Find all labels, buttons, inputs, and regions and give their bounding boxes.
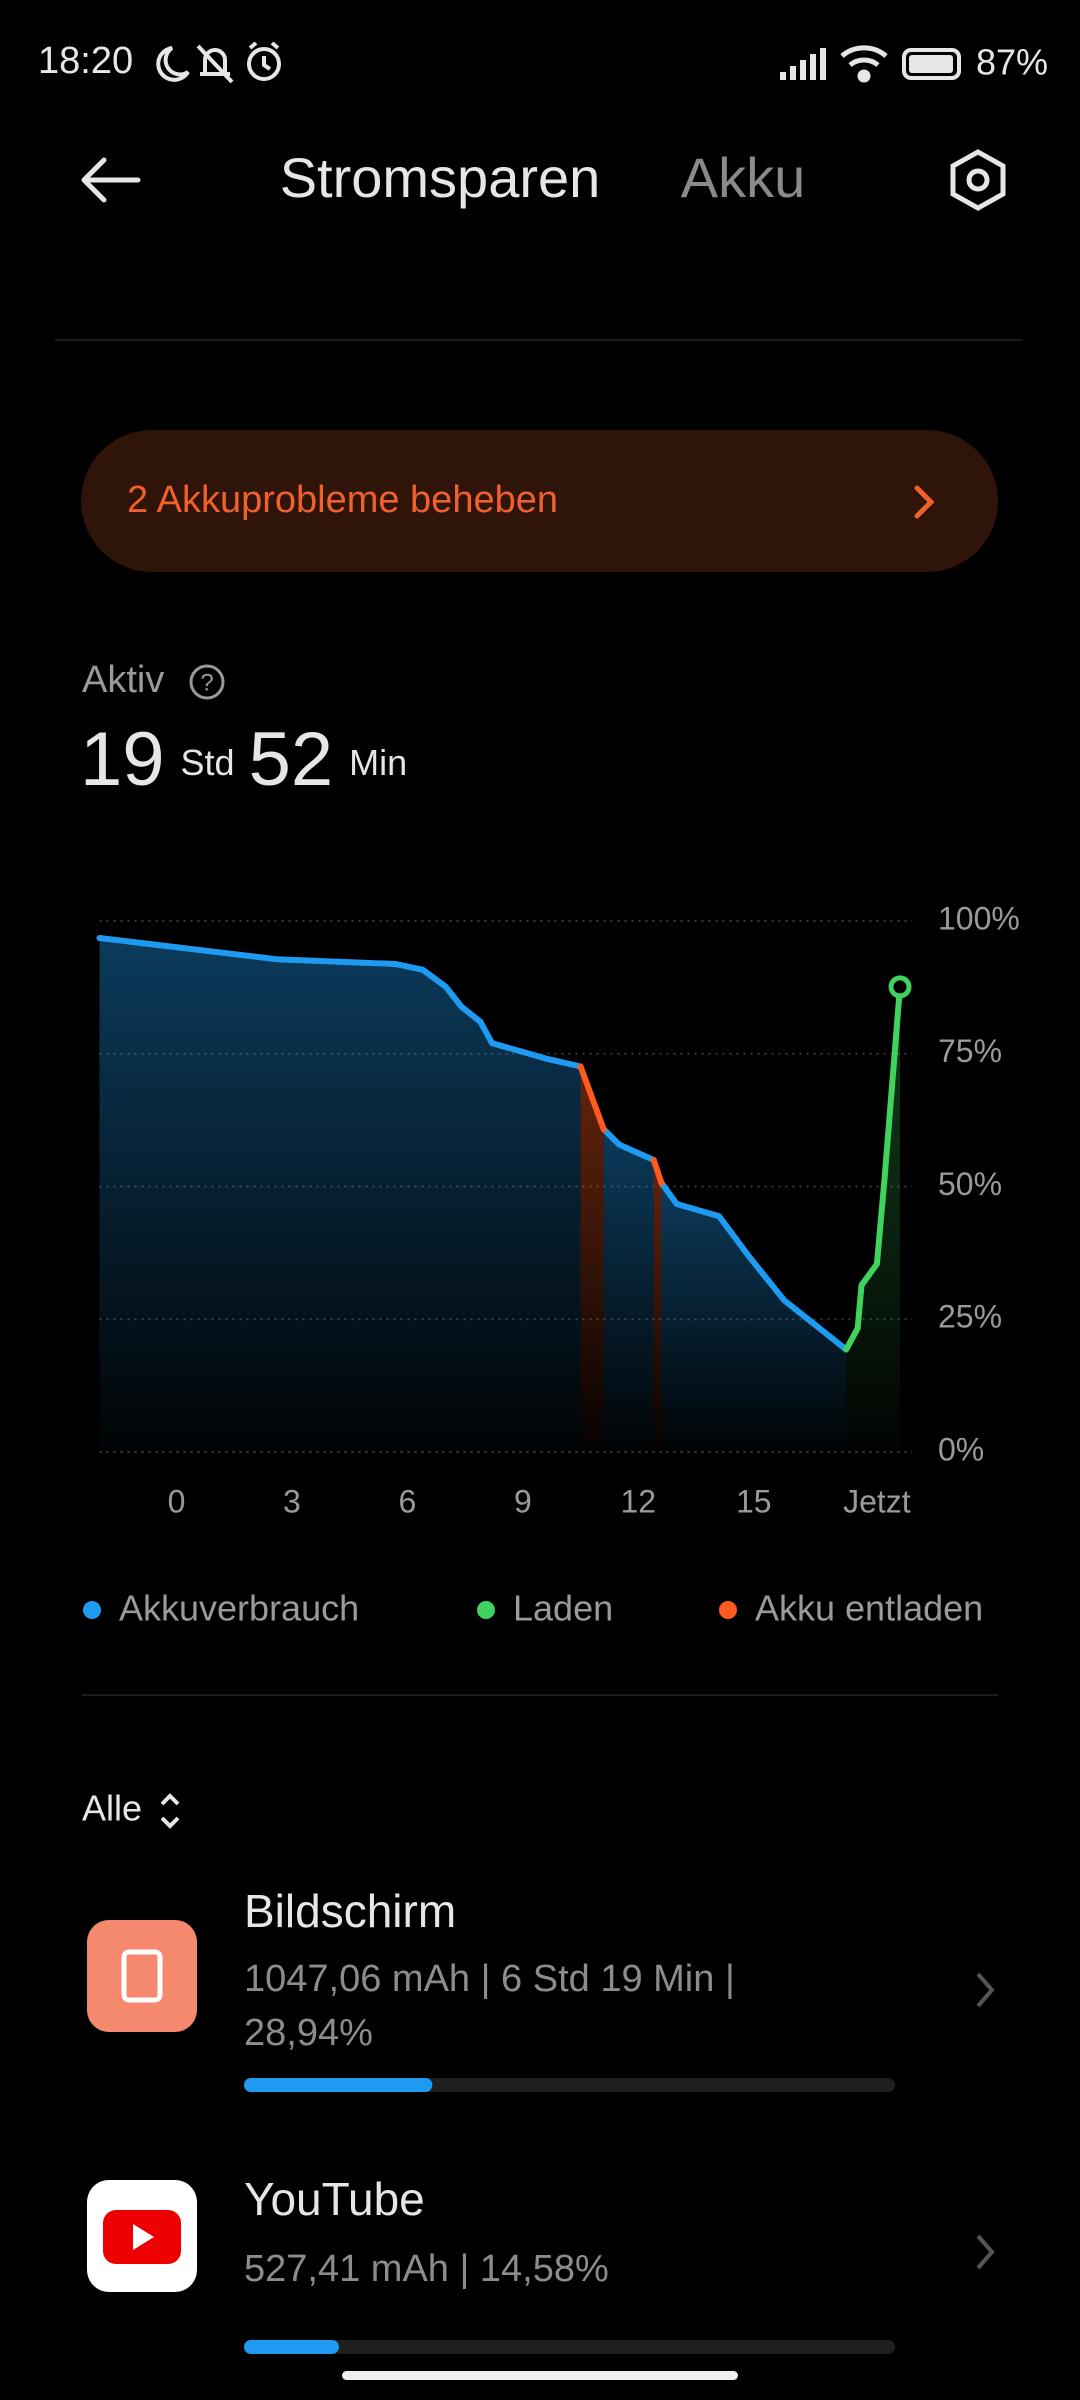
y-tick-label: 100%	[938, 900, 1020, 936]
tab-active[interactable]: Stromsparen	[280, 146, 601, 209]
clock: 18:20	[38, 40, 133, 82]
legend-label: Laden	[513, 1588, 613, 1629]
tab[interactable]: Akku	[681, 146, 806, 209]
back-button[interactable]	[81, 157, 141, 203]
active-label: Aktiv	[82, 659, 164, 701]
legend-dot	[477, 1601, 495, 1619]
line	[577, 1063, 665, 1186]
battery-icon	[902, 48, 961, 80]
app-list: Bildschirm YouTube	[244, 1885, 995, 2354]
y-tick-label: 0%	[938, 1431, 984, 1467]
x-tick-label: 0	[168, 1483, 186, 1519]
usage-bar	[244, 2340, 339, 2354]
app-details: 1047,06 mAh | 6 Std 19 Min | 28,94%	[244, 1958, 735, 2054]
legend-label: Akku entladen	[755, 1588, 983, 1629]
active-time: 19 Std 52 Min	[80, 717, 407, 802]
area	[653, 1159, 662, 1452]
app-details: 527,41 mAh | 14,58%	[244, 2248, 609, 2290]
x-tick-label: 9	[514, 1483, 532, 1519]
filter[interactable]: Alle	[82, 1788, 142, 1829]
screen-icon	[87, 1920, 197, 2032]
x-tick-label: 15	[736, 1483, 772, 1519]
status-icons	[156, 41, 281, 84]
x-tick-label: 6	[398, 1483, 416, 1519]
hours: 19	[80, 717, 165, 802]
minutes: 52	[249, 717, 334, 802]
app-name[interactable]: YouTube	[244, 2173, 425, 2225]
legend-dot	[83, 1601, 101, 1619]
row-chevron[interactable]	[976, 2234, 995, 2270]
area	[846, 986, 900, 1452]
row-chevron[interactable]	[976, 1972, 995, 2008]
sort-icon	[160, 1793, 180, 1829]
settings-button[interactable]	[950, 149, 1006, 211]
app-name[interactable]: Bildschirm	[244, 1885, 456, 1937]
area	[580, 1066, 604, 1452]
x-tick-label: 12	[621, 1483, 657, 1519]
youtube-play	[133, 2224, 154, 2250]
signal	[780, 48, 826, 80]
legend-dot	[719, 1601, 737, 1619]
area	[661, 1182, 847, 1452]
y-tick-label: 75%	[938, 1033, 1002, 1069]
y-tick-label: 25%	[938, 1299, 1002, 1335]
legend-label: Akkuverbrauch	[119, 1588, 359, 1629]
home-indicator	[342, 2371, 738, 2380]
area	[603, 1129, 654, 1452]
hours-unit: Std	[181, 742, 235, 783]
battery-level	[909, 55, 953, 73]
help-icon[interactable]: ?	[189, 664, 225, 700]
y-tick-label: 50%	[938, 1166, 1002, 1202]
usage-track	[244, 2340, 895, 2354]
wifi	[840, 45, 888, 83]
alert-banner[interactable]	[81, 430, 998, 572]
battery-text: 87%	[976, 42, 1048, 83]
line	[96, 934, 850, 1353]
current-point	[888, 975, 912, 999]
alert-chevron	[914, 485, 935, 519]
usage-bar	[244, 2078, 433, 2092]
alert-text: 2 Akkuprobleme beheben	[127, 479, 558, 521]
line	[843, 983, 903, 1353]
x-tick-label: Jetzt	[843, 1483, 911, 1519]
area	[99, 937, 581, 1452]
x-tick-label: 3	[283, 1483, 301, 1519]
screen-icon-glyph	[121, 1949, 163, 2003]
chart: 0% 25% 50% 75% 100% 0 3 6 9 12 15 Jetzt Akkuverbrauc…	[83, 900, 1020, 1629]
svg-text:?: ?	[200, 669, 213, 696]
minutes-unit: Min	[349, 742, 407, 783]
